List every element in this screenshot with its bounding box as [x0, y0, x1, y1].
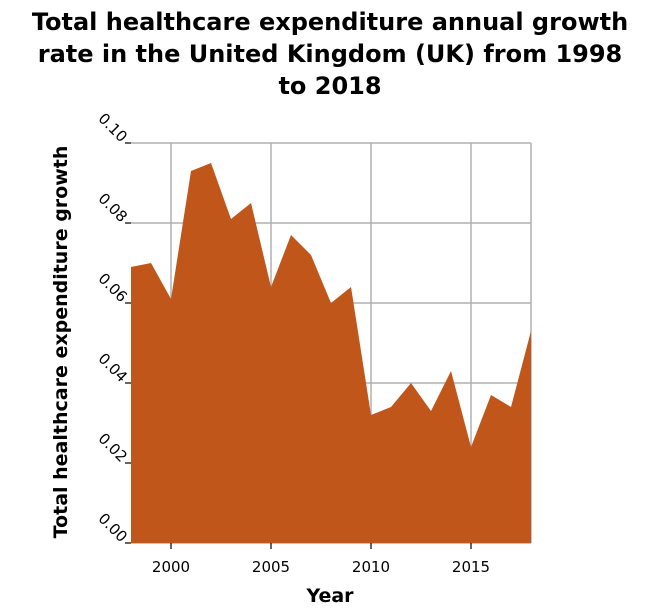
chart-title: Total healthcare expenditure annual grow…	[32, 8, 628, 100]
x-tick-label: 2000	[152, 558, 190, 576]
chart-title-line-1: Total healthcare expenditure annual grow…	[32, 8, 628, 36]
x-tick-label: 2015	[452, 558, 490, 576]
y-tick-label: 0.04	[95, 349, 131, 385]
y-tick-label: 0.00	[95, 509, 131, 545]
y-tick-label: 0.08	[95, 189, 131, 225]
y-tick-label: 0.10	[95, 109, 131, 145]
x-tick-label: 2010	[352, 558, 390, 576]
y-tick-label: 0.02	[95, 429, 131, 465]
y-axis-label: Total healthcare expenditure growth	[50, 146, 72, 539]
y-tick-label: 0.06	[95, 269, 131, 305]
area-series	[131, 163, 531, 543]
x-axis-label: Year	[305, 585, 354, 607]
chart-title-line-2: rate in the United Kingdom (UK) from 199…	[38, 40, 623, 68]
x-tick-label: 2005	[252, 558, 290, 576]
chart-title-line-3: to 2018	[278, 72, 381, 100]
